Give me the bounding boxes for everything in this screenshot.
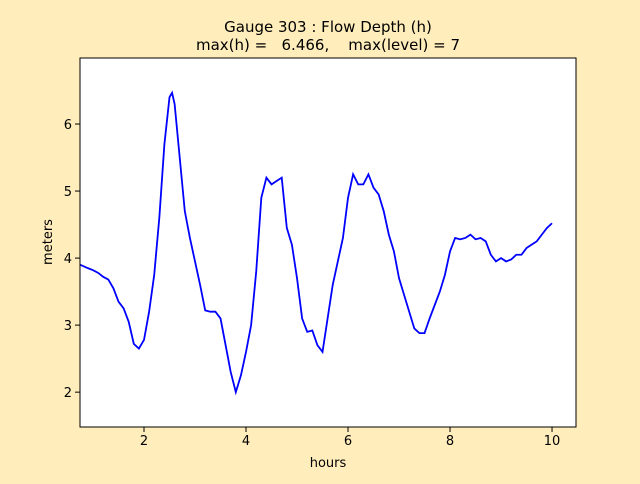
chart-title: Gauge 303 : Flow Depth (h) xyxy=(224,18,432,36)
y-axis-label: meters xyxy=(41,219,56,265)
plot-area xyxy=(80,58,576,427)
x-axis-label: hours xyxy=(310,456,347,471)
x-tick-label: 2 xyxy=(140,434,148,449)
y-tick-label: 2 xyxy=(64,386,72,401)
x-tick-label: 4 xyxy=(242,434,250,449)
x-tick-label: 6 xyxy=(344,434,352,449)
y-tick-label: 4 xyxy=(64,252,72,267)
y-tick-label: 5 xyxy=(64,185,72,200)
axes-frame xyxy=(79,57,577,428)
x-tick-label: 8 xyxy=(446,434,454,449)
y-tick-label: 3 xyxy=(64,319,72,334)
x-tick-label: 10 xyxy=(544,434,561,449)
data-line xyxy=(80,90,553,396)
y-tick-label: 6 xyxy=(64,118,72,133)
chart-subtitle: max(h) = 6.466, max(level) = 7 xyxy=(196,36,460,54)
